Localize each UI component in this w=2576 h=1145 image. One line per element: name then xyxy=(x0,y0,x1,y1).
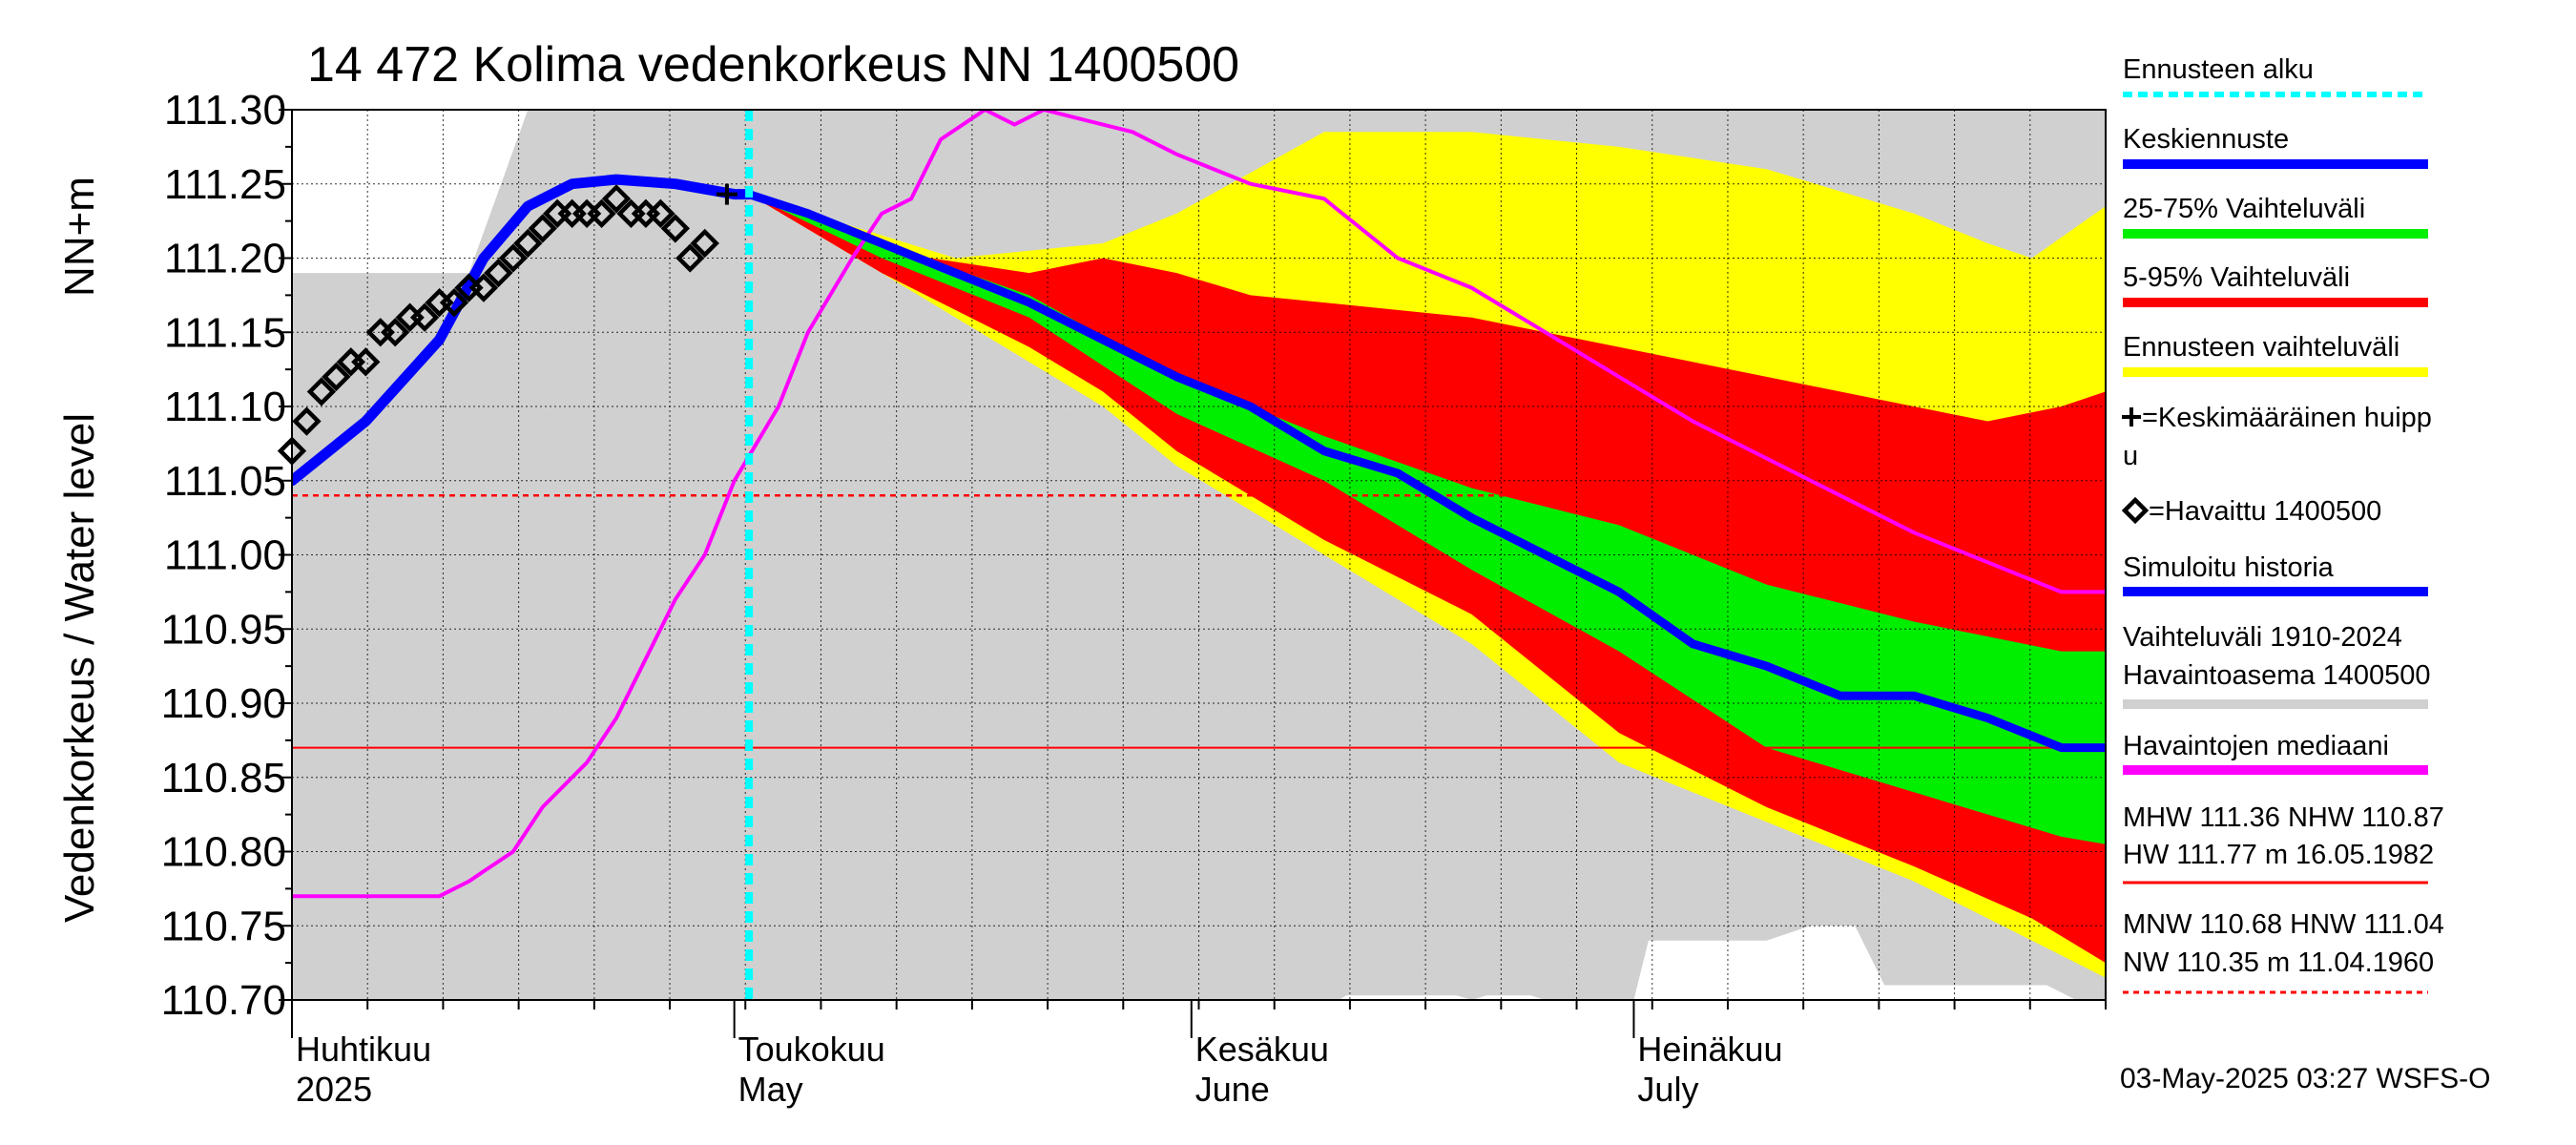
footer-text: 03-May-2025 03:27 WSFS-O xyxy=(2120,1063,2491,1094)
x-month-label-en: July xyxy=(1637,1070,1698,1109)
y-tick-label: 110.75 xyxy=(161,903,286,949)
band-25-75 xyxy=(749,194,2106,844)
legend-diamond-symbol xyxy=(2121,496,2150,525)
stats-line-4: NW 110.35 m 11.04.1960 xyxy=(2123,947,2434,978)
mean-forecast-line xyxy=(747,190,2106,753)
legend-label: 25-75% Vaihteluväli xyxy=(2123,194,2365,224)
legend-label: 5-95% Vaihteluväli xyxy=(2123,262,2350,293)
observed-point xyxy=(675,243,705,273)
y-tick-label: 111.20 xyxy=(164,236,286,282)
band-5-95 xyxy=(749,194,2106,964)
legend-label: =Havaittu 1400500 xyxy=(2149,496,2381,527)
observed-point xyxy=(439,287,469,318)
observed-point xyxy=(351,347,381,377)
y-tick-label: 110.95 xyxy=(161,606,286,653)
legend-label-cont: Havaintoasema 1400500 xyxy=(2123,660,2430,691)
stats-line-1: MHW 111.36 NHW 110.87 xyxy=(2123,802,2444,833)
y-axis-label: Vedenkorkeus / Water level xyxy=(56,413,103,923)
observed-point xyxy=(381,318,410,347)
y-tick-label: 111.10 xyxy=(164,384,286,430)
y-tick-label: 111.30 xyxy=(164,87,286,134)
x-month-label-fi: Kesäkuu xyxy=(1195,1030,1329,1069)
observed-point xyxy=(646,198,675,229)
y-tick-label: 111.25 xyxy=(164,161,286,208)
observed-point xyxy=(690,228,719,259)
x-month-label-fi: Heinäkuu xyxy=(1637,1030,1782,1069)
legend-plus-symbol xyxy=(2122,407,2141,427)
x-month-label-en: June xyxy=(1195,1070,1270,1109)
legend-label: Keskiennuste xyxy=(2123,124,2289,155)
observed-point xyxy=(409,302,440,332)
observed-point xyxy=(513,228,543,259)
observed-point xyxy=(601,184,632,214)
observed-point xyxy=(468,273,499,302)
y-tick-label: 110.70 xyxy=(161,977,286,1024)
observed-point xyxy=(484,258,513,288)
x-month-label-fi: Huhtikuu xyxy=(296,1030,431,1069)
observed-point xyxy=(322,362,351,392)
y-tick-label: 110.90 xyxy=(161,680,286,727)
legend-label: Simuloitu historia xyxy=(2123,552,2335,583)
legend-label: Ennusteen vaihteluväli xyxy=(2123,332,2399,363)
x-month-label-en: May xyxy=(738,1070,803,1109)
legend-label: Ennusteen alku xyxy=(2123,54,2314,85)
legend-label: =Keskimääräinen huipp xyxy=(2142,403,2432,433)
observed-point xyxy=(528,214,557,243)
legend-label: Havaintojen mediaani xyxy=(2123,731,2389,761)
legend-label-cont: u xyxy=(2123,441,2138,471)
y-tick-label: 110.85 xyxy=(161,755,286,802)
y-tick-label: 111.05 xyxy=(164,458,286,505)
y-tick-label: 110.80 xyxy=(161,829,286,876)
stats-line-2: HW 111.77 m 16.05.1982 xyxy=(2123,840,2434,870)
observed-point xyxy=(498,243,529,273)
y-tick-label: 111.00 xyxy=(164,532,286,579)
mean-peak-marker xyxy=(716,183,737,205)
simulated-history-line xyxy=(292,174,755,487)
observed-point xyxy=(660,214,691,243)
stats-line-3: MNW 110.68 HNW 111.04 xyxy=(2123,909,2444,940)
chart-title: 14 472 Kolima vedenkorkeus NN 1400500 xyxy=(307,37,1239,93)
y-axis-unit: NN+m xyxy=(56,177,103,297)
x-month-label-en: 2025 xyxy=(296,1070,372,1109)
y-tick-label: 111.15 xyxy=(164,309,286,356)
observed-point xyxy=(306,377,337,406)
observed-point xyxy=(587,198,616,229)
legend-label: Vaihteluväli 1910-2024 xyxy=(2123,622,2402,653)
x-month-label-fi: Toukokuu xyxy=(738,1030,885,1069)
observed-point xyxy=(292,406,322,436)
median-line xyxy=(292,110,2106,899)
